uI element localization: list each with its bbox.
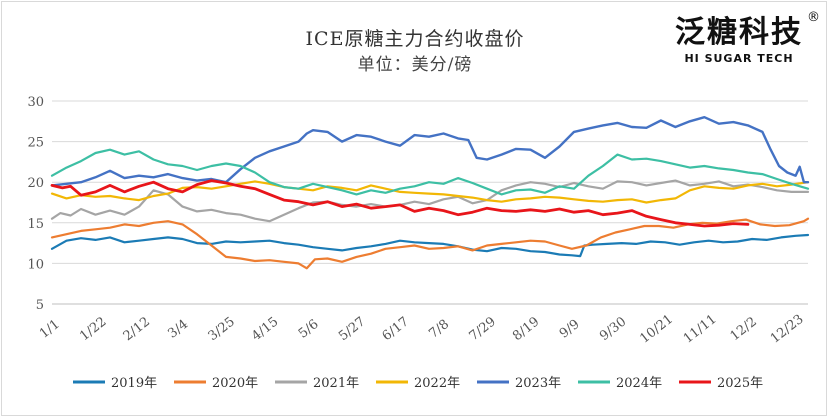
x-tick-label: 1/22	[77, 314, 109, 344]
x-tick-label: 9/9	[557, 317, 583, 342]
legend-label: 2023年	[515, 376, 561, 391]
x-tick-label: 10/21	[637, 312, 676, 347]
x-tick-label: 5/27	[336, 314, 368, 344]
series-line-2024年	[50, 148, 810, 196]
x-tick-label: 12/23	[768, 312, 807, 347]
x-tick-label: 12/2	[728, 314, 760, 344]
brand-name: 泛糖科技	[675, 15, 803, 50]
legend-label: 2024年	[616, 376, 662, 391]
registered-mark: ®	[807, 10, 820, 25]
x-axis: 1/1 1/22 2/12 3/4 3/25 4/15 5/6 5/27 6/17 7/8 7/29…	[37, 303, 808, 347]
y-tick-label: 30	[27, 95, 44, 110]
legend-label: 2020年	[212, 376, 258, 391]
series-line-2019年	[50, 233, 810, 258]
y-tick-label: 5	[36, 298, 44, 313]
x-tick-label: 7/8	[426, 317, 452, 342]
y-axis: 5 10 15 20 25 30	[27, 95, 44, 313]
grid	[52, 100, 808, 305]
x-tick-label: 6/17	[380, 314, 412, 344]
legend: 2019年 2020年 2021年 2022年 2023年 2024年 2025年	[73, 376, 763, 391]
y-tick-label: 25	[27, 136, 44, 151]
x-tick-label: 11/11	[681, 312, 720, 347]
series-line-2025年	[50, 179, 750, 228]
legend-label: 2021年	[313, 376, 359, 391]
x-tick-label: 4/15	[249, 314, 281, 344]
series-line-2023年	[50, 116, 810, 187]
y-tick-label: 20	[27, 176, 44, 191]
x-tick-label: 1/1	[37, 317, 63, 342]
x-tick-label: 5/6	[296, 317, 322, 342]
legend-label: 2019年	[111, 376, 157, 391]
x-tick-label: 2/12	[121, 314, 153, 344]
y-tick-label: 10	[27, 257, 44, 272]
brand-logo: 泛糖科技 HI SUGAR TECH	[669, 15, 809, 66]
series-lines	[50, 116, 810, 270]
brand-tagline: HI SUGAR TECH	[684, 52, 794, 65]
x-tick-label: 3/4	[165, 317, 191, 342]
legend-label: 2025年	[717, 376, 763, 391]
x-tick-label: 9/30	[597, 314, 629, 344]
legend-label: 2022年	[414, 376, 460, 391]
x-tick-label: 8/19	[510, 314, 542, 344]
x-tick-label: 7/29	[467, 314, 499, 344]
chart-title: ICE原糖主力合约收盘价	[305, 28, 525, 50]
chart-subtitle: 单位：美分/磅	[357, 55, 473, 75]
y-tick-label: 15	[27, 217, 44, 232]
x-tick-label: 3/25	[206, 314, 238, 344]
